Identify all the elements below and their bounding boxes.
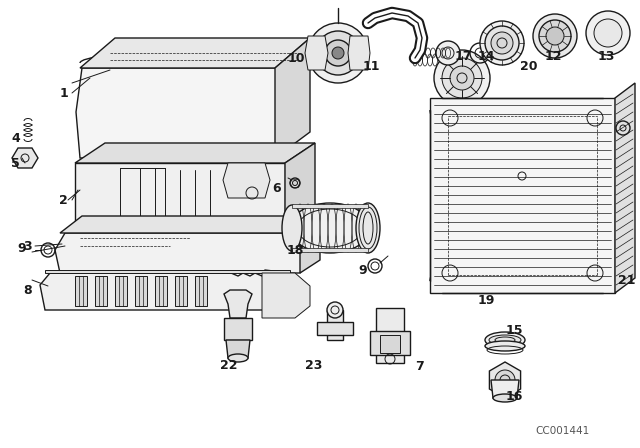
Text: 21: 21 (618, 273, 636, 287)
Polygon shape (317, 322, 353, 335)
Polygon shape (76, 68, 280, 158)
Polygon shape (491, 380, 519, 398)
Circle shape (434, 50, 490, 106)
Polygon shape (292, 248, 368, 252)
Text: 23: 23 (305, 358, 322, 371)
Circle shape (586, 11, 630, 55)
Ellipse shape (485, 332, 525, 348)
Polygon shape (223, 163, 270, 198)
Text: 22: 22 (220, 358, 237, 371)
Polygon shape (75, 276, 87, 306)
Text: 1: 1 (60, 86, 68, 99)
Circle shape (491, 32, 513, 54)
Circle shape (546, 27, 564, 45)
Text: 2: 2 (60, 194, 68, 207)
Polygon shape (115, 276, 127, 306)
Polygon shape (95, 276, 107, 306)
Polygon shape (376, 308, 404, 363)
Polygon shape (75, 163, 285, 233)
Polygon shape (55, 233, 310, 273)
Polygon shape (370, 331, 410, 355)
Text: 11: 11 (362, 60, 380, 73)
Text: 8: 8 (24, 284, 32, 297)
Text: 13: 13 (598, 49, 616, 63)
Text: 4: 4 (12, 132, 20, 145)
Polygon shape (292, 204, 368, 208)
Polygon shape (155, 276, 167, 306)
Polygon shape (224, 290, 252, 318)
Text: 20: 20 (520, 60, 538, 73)
Polygon shape (12, 148, 38, 168)
Text: CC001441: CC001441 (536, 426, 590, 436)
Text: 9: 9 (17, 241, 26, 254)
Polygon shape (615, 83, 635, 293)
Text: 5: 5 (12, 156, 20, 169)
Text: 6: 6 (273, 181, 281, 194)
Circle shape (308, 23, 368, 83)
Text: 9: 9 (358, 263, 367, 276)
Text: 14: 14 (478, 49, 495, 63)
Polygon shape (226, 340, 250, 358)
Circle shape (332, 47, 344, 59)
Polygon shape (60, 216, 320, 233)
Polygon shape (305, 36, 328, 70)
Polygon shape (80, 38, 310, 68)
Polygon shape (75, 143, 315, 163)
Circle shape (442, 58, 482, 98)
Ellipse shape (356, 203, 380, 253)
Ellipse shape (282, 205, 302, 251)
Ellipse shape (290, 203, 370, 253)
Polygon shape (262, 273, 310, 318)
Circle shape (480, 21, 524, 65)
Ellipse shape (489, 335, 521, 345)
Polygon shape (175, 276, 187, 306)
Circle shape (594, 19, 622, 47)
Polygon shape (380, 335, 400, 353)
Circle shape (436, 41, 460, 65)
Polygon shape (195, 276, 207, 306)
Text: 15: 15 (506, 323, 524, 336)
Polygon shape (348, 36, 370, 70)
Circle shape (495, 370, 515, 390)
Circle shape (325, 40, 351, 66)
Polygon shape (285, 143, 315, 233)
Polygon shape (430, 98, 615, 293)
Text: 10: 10 (287, 52, 305, 65)
Text: 12: 12 (545, 49, 563, 63)
Circle shape (450, 66, 474, 90)
Text: 17: 17 (455, 49, 472, 63)
Text: 18: 18 (287, 244, 304, 257)
Circle shape (539, 20, 571, 52)
Polygon shape (300, 216, 320, 273)
Text: 16: 16 (506, 389, 524, 402)
Ellipse shape (228, 354, 248, 362)
Circle shape (533, 14, 577, 58)
Text: 7: 7 (415, 359, 424, 372)
Text: 3: 3 (24, 240, 32, 253)
Circle shape (485, 26, 519, 60)
Ellipse shape (485, 341, 525, 351)
Polygon shape (45, 270, 290, 273)
Ellipse shape (493, 394, 517, 402)
Circle shape (327, 302, 343, 318)
Text: 19: 19 (478, 293, 495, 306)
Polygon shape (40, 270, 290, 310)
Polygon shape (275, 38, 310, 158)
Polygon shape (135, 276, 147, 306)
Circle shape (316, 31, 360, 75)
Polygon shape (327, 310, 343, 340)
Polygon shape (224, 318, 252, 340)
Polygon shape (490, 362, 520, 398)
